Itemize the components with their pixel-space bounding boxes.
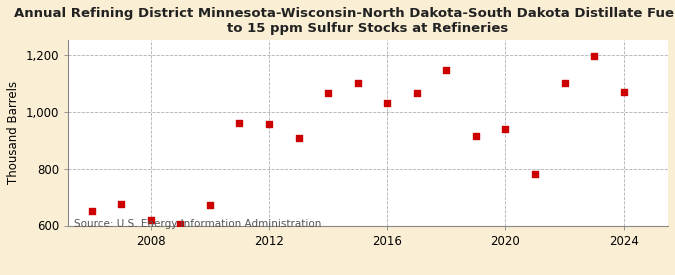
Point	[411, 91, 422, 95]
Point	[530, 172, 541, 176]
Point	[559, 81, 570, 85]
Point	[264, 122, 275, 127]
Title: Annual Refining District Minnesota-Wisconsin-North Dakota-South Dakota Distillat: Annual Refining District Minnesota-Wisco…	[14, 7, 675, 35]
Point	[382, 101, 393, 105]
Point	[589, 54, 599, 58]
Point	[234, 121, 245, 125]
Point	[441, 68, 452, 72]
Point	[618, 89, 629, 94]
Point	[293, 136, 304, 140]
Point	[205, 202, 215, 207]
Point	[145, 218, 156, 222]
Point	[323, 91, 333, 95]
Y-axis label: Thousand Barrels: Thousand Barrels	[7, 81, 20, 185]
Point	[352, 81, 363, 85]
Point	[500, 126, 511, 131]
Text: Source: U.S. Energy Information Administration: Source: U.S. Energy Information Administ…	[74, 219, 321, 229]
Point	[470, 134, 481, 138]
Point	[175, 222, 186, 226]
Point	[86, 209, 97, 213]
Point	[116, 202, 127, 206]
